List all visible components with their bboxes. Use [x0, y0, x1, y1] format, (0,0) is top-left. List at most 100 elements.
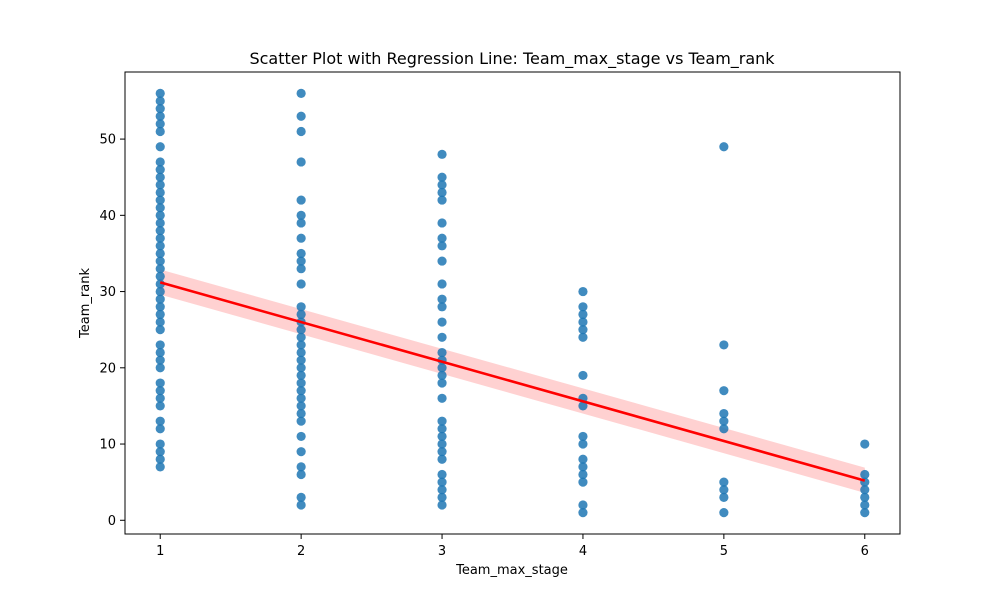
data-point: [296, 355, 306, 365]
data-point: [860, 439, 870, 449]
data-point: [155, 462, 165, 472]
y-tick-label: 30: [99, 285, 116, 300]
x-tick-label: 6: [861, 544, 869, 559]
chart-title: Scatter Plot with Regression Line: Team_…: [249, 49, 775, 69]
data-point: [296, 447, 306, 457]
data-point: [437, 187, 447, 198]
data-point: [437, 233, 447, 243]
data-point: [437, 424, 447, 434]
y-axis: 0 10 20 30 40 50: [99, 133, 125, 529]
data-point: [860, 485, 870, 495]
data-point: [296, 126, 306, 137]
data-point: [155, 119, 165, 129]
data-point: [155, 256, 165, 266]
x-tick-label: 5: [720, 544, 728, 559]
data-point: [437, 439, 447, 449]
data-point: [578, 462, 588, 472]
data-point: [296, 88, 306, 98]
data-point: [437, 279, 447, 289]
data-point: [296, 416, 306, 426]
data-point: [296, 279, 306, 289]
data-point: [155, 96, 165, 106]
data-point: [296, 195, 306, 205]
data-point: [437, 469, 447, 480]
data-point: [437, 172, 447, 182]
data-point: [437, 431, 447, 442]
data-point: [860, 492, 870, 503]
data-point: [155, 180, 165, 190]
data-point: [578, 439, 588, 449]
data-point: [155, 126, 165, 137]
data-point: [719, 416, 729, 426]
data-point: [155, 271, 165, 281]
data-point: [719, 142, 729, 152]
y-tick-label: 20: [99, 361, 116, 376]
data-point: [296, 218, 306, 228]
data-point: [155, 264, 165, 274]
data-point: [578, 370, 588, 381]
data-point: [296, 378, 306, 388]
data-point: [155, 195, 165, 205]
data-point: [155, 279, 165, 289]
data-point: [155, 218, 165, 228]
data-point: [155, 347, 165, 358]
data-point: [155, 164, 165, 175]
data-point: [437, 241, 447, 251]
data-point: [155, 401, 165, 411]
x-axis-label: Team_max_stage: [455, 563, 568, 578]
data-point: [578, 317, 588, 327]
data-point: [155, 142, 165, 152]
points-layer: [155, 88, 870, 518]
data-point: [578, 454, 588, 464]
x-tick-label: 4: [579, 544, 587, 559]
data-point: [719, 477, 729, 487]
data-point: [296, 408, 306, 419]
data-point: [155, 309, 165, 320]
data-point: [155, 325, 165, 335]
data-point: [296, 386, 306, 396]
data-point: [296, 500, 306, 510]
data-point: [155, 111, 165, 121]
regression-line: [159, 281, 866, 482]
data-point: [437, 195, 447, 205]
data-point: [155, 317, 165, 327]
x-tick-label: 3: [438, 544, 446, 559]
data-point: [155, 225, 165, 236]
plot-frame: [124, 71, 901, 535]
data-point: [155, 439, 165, 449]
data-point: [296, 340, 306, 350]
data-point: [155, 363, 165, 373]
data-point: [155, 187, 165, 198]
data-point: [296, 325, 306, 335]
data-point: [437, 332, 447, 342]
y-tick-label: 40: [99, 209, 116, 224]
data-point: [437, 256, 447, 266]
data-point: [155, 233, 165, 243]
data-point: [437, 302, 447, 312]
data-point: [155, 88, 165, 98]
data-point: [578, 325, 588, 335]
data-point: [155, 248, 165, 259]
data-point: [296, 233, 306, 243]
regression-line-layer: [159, 281, 866, 482]
data-point: [155, 203, 165, 213]
data-point: [437, 317, 447, 327]
data-point: [155, 286, 165, 297]
data-point: [578, 309, 588, 320]
data-point: [155, 416, 165, 426]
data-point: [296, 393, 306, 403]
data-point: [155, 210, 165, 220]
data-point: [296, 363, 306, 373]
data-point: [296, 210, 306, 220]
x-tick-label: 2: [297, 544, 305, 559]
data-point: [437, 447, 447, 457]
data-point: [437, 416, 447, 426]
data-point: [578, 477, 588, 487]
data-point: [437, 500, 447, 510]
data-point: [437, 477, 447, 487]
data-point: [719, 386, 729, 396]
data-point: [719, 485, 729, 495]
data-point: [437, 393, 447, 403]
data-point: [437, 294, 447, 304]
